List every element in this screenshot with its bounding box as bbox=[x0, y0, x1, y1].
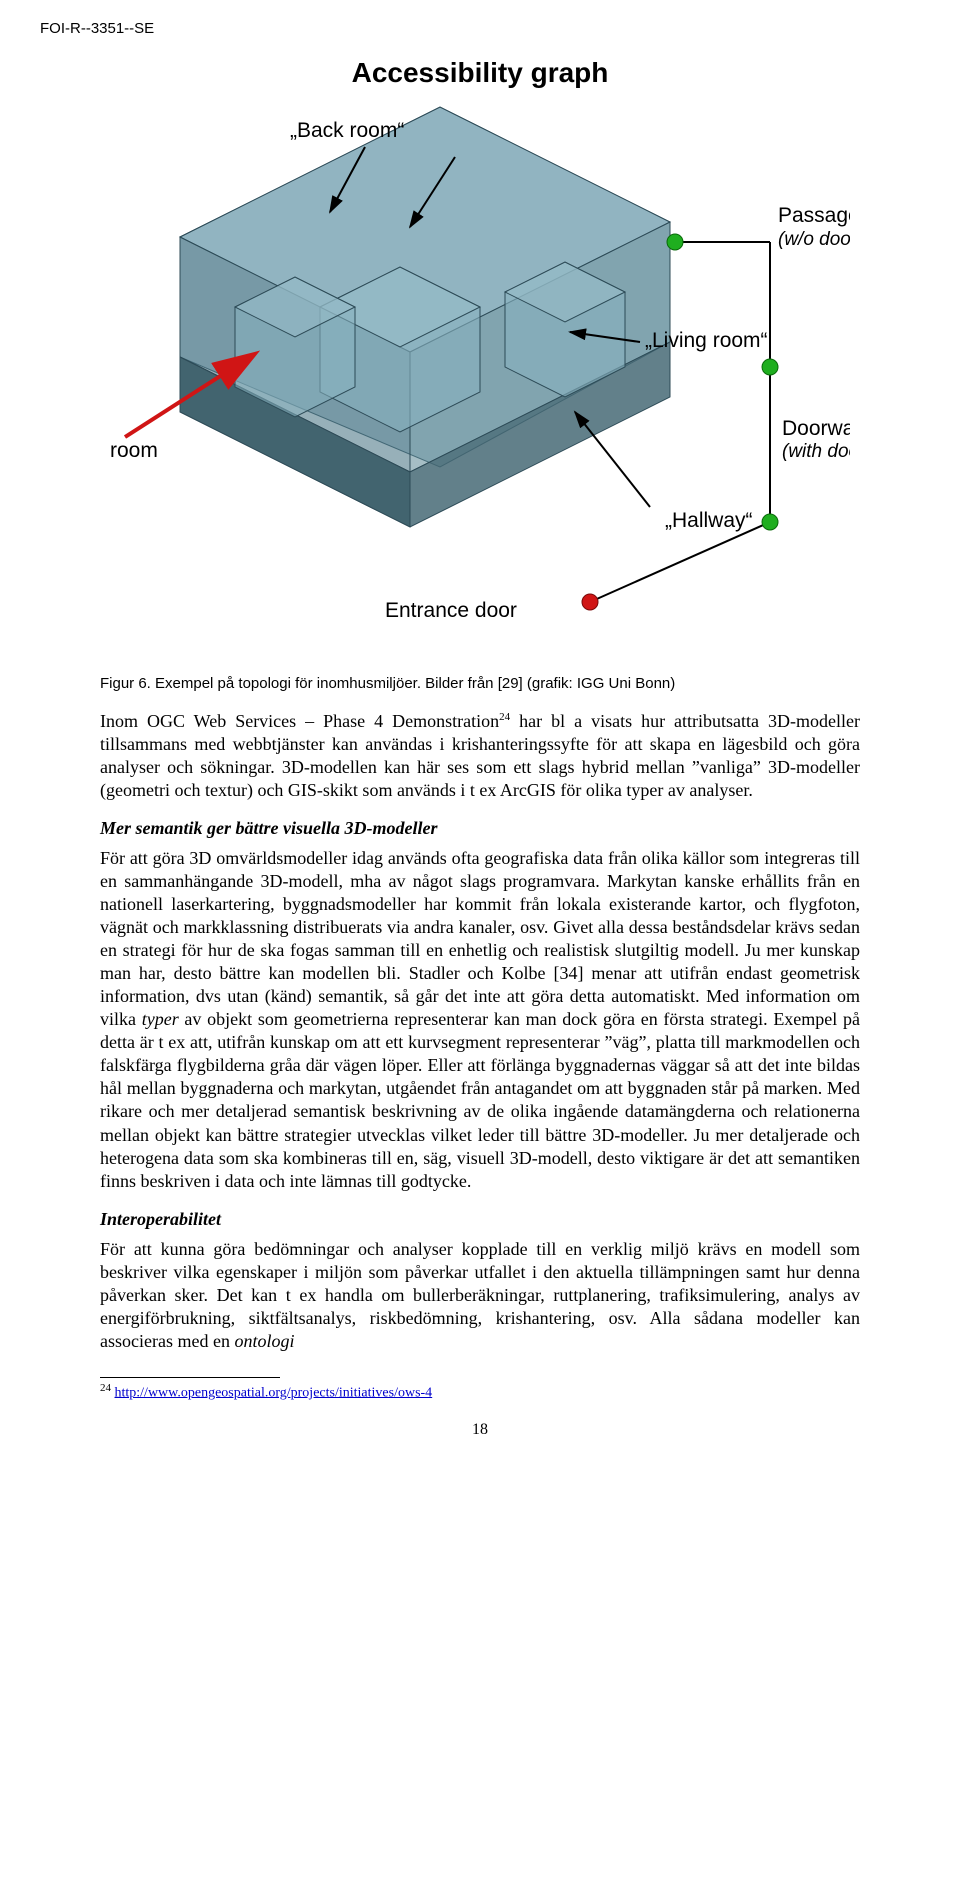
label-back-room: „Back room“ bbox=[290, 119, 404, 142]
figure-caption: Figur 6. Exempel på topologi för inomhus… bbox=[100, 675, 860, 692]
para3-text-a: För att kunna göra bedömningar och analy… bbox=[100, 1239, 860, 1351]
figure-accessibility-graph: Accessibility graph bbox=[100, 47, 860, 667]
footnote-number: 24 bbox=[100, 1382, 111, 1394]
figure-svg: Accessibility graph bbox=[110, 47, 850, 667]
node-livingroom bbox=[762, 359, 778, 375]
label-passage-sub: (w/o door) bbox=[778, 229, 850, 250]
footnote-rule bbox=[100, 1377, 280, 1378]
para2-text-a: För att göra 3D omvärldsmodeller idag an… bbox=[100, 848, 860, 1029]
figure-title: Accessibility graph bbox=[352, 57, 609, 88]
label-doorway: Doorway bbox=[782, 417, 850, 440]
label-room: room bbox=[110, 439, 158, 462]
label-hallway: „Hallway“ bbox=[665, 509, 753, 532]
label-entrance: Entrance door bbox=[385, 599, 517, 622]
para2-text-b: av objekt som geometrierna representerar… bbox=[100, 1009, 860, 1190]
building-3d bbox=[180, 107, 670, 527]
footnote-link[interactable]: http://www.opengeospatial.org/projects/i… bbox=[115, 1385, 433, 1400]
para3-italic: ontologi bbox=[234, 1331, 294, 1351]
label-passage: Passage bbox=[778, 204, 850, 227]
label-living-room: „Living room“ bbox=[645, 329, 768, 352]
subheading-semantics: Mer semantik ger bättre visuella 3D-mode… bbox=[100, 818, 860, 839]
node-entrance bbox=[582, 594, 598, 610]
para1-text-a: Inom OGC Web Services – Phase 4 Demonstr… bbox=[100, 711, 499, 731]
paragraph-2: För att göra 3D omvärldsmodeller idag an… bbox=[100, 847, 860, 1192]
node-doorway bbox=[762, 514, 778, 530]
node-passage bbox=[667, 234, 683, 250]
document-id: FOI-R--3351--SE bbox=[40, 20, 860, 37]
paragraph-3: För att kunna göra bedömningar och analy… bbox=[100, 1238, 860, 1353]
subheading-interop: Interoperabilitet bbox=[100, 1209, 860, 1230]
paragraph-1: Inom OGC Web Services – Phase 4 Demonstr… bbox=[100, 710, 860, 802]
page-number: 18 bbox=[100, 1421, 860, 1439]
label-doorway-sub: (with door) bbox=[782, 441, 850, 462]
para1-sup: 24 bbox=[499, 711, 510, 723]
footnote: 24 http://www.opengeospatial.org/project… bbox=[100, 1382, 860, 1402]
para2-italic: typer bbox=[142, 1009, 179, 1029]
page: FOI-R--3351--SE Accessibility graph bbox=[0, 0, 960, 1479]
